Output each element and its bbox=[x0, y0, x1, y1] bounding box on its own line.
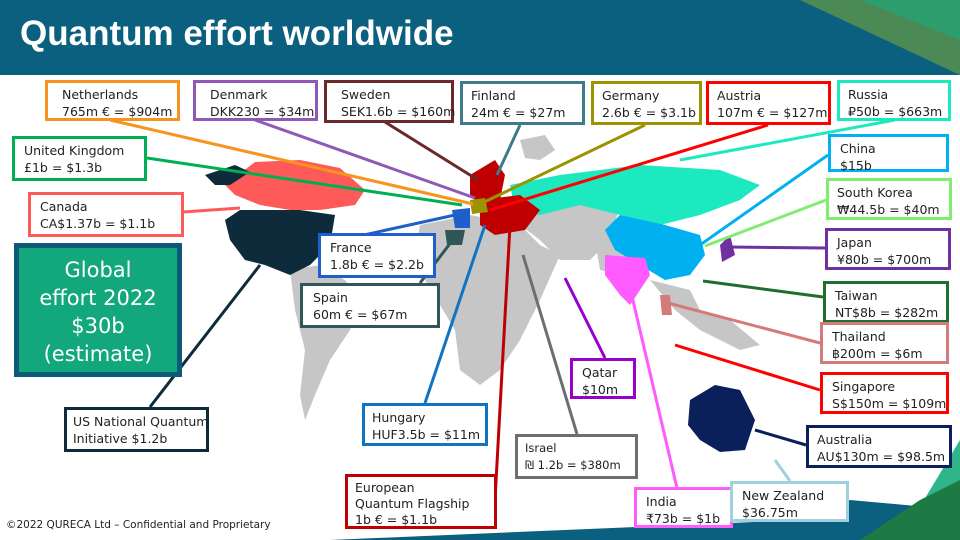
scandinavia-shape bbox=[470, 160, 505, 205]
china-shape bbox=[605, 215, 705, 280]
country-name: Canada bbox=[40, 199, 88, 214]
australia-shape bbox=[688, 385, 755, 452]
country-value: 1.8b € = $2.2b bbox=[330, 257, 424, 272]
country-value: ₩44.5b = $40m bbox=[837, 202, 940, 217]
title-bar: Quantum effort worldwide bbox=[0, 0, 960, 75]
country-box-singapore: Singapore S$150m = $109m bbox=[820, 372, 949, 414]
country-box-canada: Canada CA$1.37b = $1.1b bbox=[28, 192, 184, 237]
global-effort-text: (estimate) bbox=[43, 342, 153, 366]
country-value: ₽50b = $663m bbox=[848, 104, 943, 119]
europe-shape bbox=[480, 195, 540, 235]
country-value: S$150m = $109m bbox=[832, 396, 947, 411]
country-value: £1b = $1.3b bbox=[24, 160, 103, 175]
country-box-germany: Germany 2.6b € = $3.1b bbox=[591, 81, 702, 125]
country-box-united-kingdom: United Kingdom £1b = $1.3b bbox=[12, 136, 147, 181]
country-value: 107m € = $127m bbox=[717, 105, 828, 120]
global-effort-text: Global bbox=[64, 258, 132, 282]
country-name: Taiwan bbox=[835, 288, 878, 303]
copyright-footer: ©2022 QURECA Ltd – Confidential and Prop… bbox=[6, 519, 271, 531]
country-name: Finland bbox=[471, 88, 516, 103]
country-value: Quantum Flagship bbox=[355, 496, 470, 511]
usa-shape bbox=[225, 210, 335, 275]
country-box-india: India ₹73b = $1b bbox=[634, 487, 733, 528]
country-box-usa: US National Quantum Initiative $1.2b bbox=[64, 407, 209, 452]
country-box-austria: Austria 107m € = $127m bbox=[706, 81, 831, 125]
corner-decoration bbox=[860, 0, 960, 40]
country-box-australia: Australia AU$130m = $98.5m bbox=[806, 425, 952, 468]
france-shape bbox=[452, 208, 470, 228]
country-value: $36.75m bbox=[742, 505, 798, 520]
country-name: Denmark bbox=[210, 87, 268, 102]
country-value: SEK1.6b = $160m bbox=[341, 104, 456, 119]
country-value: ฿200m = $6m bbox=[832, 346, 923, 361]
country-name: Japan bbox=[837, 235, 872, 250]
country-value: 2.6b € = $3.1b bbox=[602, 105, 696, 120]
country-box-south-korea: South Korea ₩44.5b = $40m bbox=[826, 178, 952, 220]
country-value: ₪ 1.2b = $380m bbox=[525, 458, 621, 472]
country-value: CA$1.37b = $1.1b bbox=[40, 216, 156, 231]
country-name: China bbox=[840, 141, 876, 156]
country-name: India bbox=[646, 494, 677, 509]
country-value: 1b € = $1.1b bbox=[355, 512, 438, 527]
country-value: Initiative $1.2b bbox=[73, 431, 168, 446]
country-box-china: China $15b bbox=[828, 134, 949, 173]
country-name: New Zealand bbox=[742, 488, 825, 503]
country-name: Singapore bbox=[832, 379, 896, 394]
country-name: Netherlands bbox=[62, 87, 139, 102]
global-effort-text: effort 2022 bbox=[39, 286, 157, 310]
country-box-japan: Japan ¥80b = $700m bbox=[825, 228, 951, 270]
country-name: Sweden bbox=[341, 87, 391, 102]
country-value: $10m bbox=[582, 382, 619, 397]
country-value: HUF3.5b = $11m bbox=[372, 427, 481, 442]
country-name: European bbox=[355, 480, 415, 495]
alaska-shape bbox=[205, 165, 250, 185]
country-box-israel: Israel ₪ 1.2b = $380m bbox=[515, 434, 638, 479]
country-value: DKK230 = $34m bbox=[210, 104, 315, 119]
country-name: United Kingdom bbox=[24, 143, 125, 158]
country-value: ₹73b = $1b bbox=[646, 511, 721, 526]
country-box-hungary: Hungary HUF3.5b = $11m bbox=[362, 403, 488, 446]
country-value: $15b bbox=[840, 158, 872, 173]
country-value: ¥80b = $700m bbox=[837, 252, 932, 267]
global-effort-value: $30b bbox=[71, 314, 125, 338]
country-value: NT$8b = $282m bbox=[835, 305, 939, 320]
connector-lines bbox=[109, 118, 896, 501]
country-name: Qatar bbox=[582, 365, 618, 380]
country-name: Israel bbox=[525, 441, 557, 455]
country-box-spain: Spain 60m € = $67m bbox=[300, 283, 440, 328]
country-box-france: France 1.8b € = $2.2b bbox=[318, 233, 436, 278]
country-name: Russia bbox=[848, 87, 889, 102]
country-name: Spain bbox=[313, 290, 348, 305]
country-box-qatar: Qatar $10m bbox=[570, 358, 636, 399]
country-name: Australia bbox=[817, 432, 873, 447]
country-name: US National Quantum bbox=[73, 414, 209, 429]
country-value: 60m € = $67m bbox=[313, 307, 408, 322]
canada-shape bbox=[225, 160, 365, 210]
thailand-shape bbox=[660, 295, 672, 315]
country-box-sweden: Sweden SEK1.6b = $160m bbox=[324, 80, 456, 123]
country-box-denmark: Denmark DKK230 = $34m bbox=[193, 80, 318, 121]
country-name: France bbox=[330, 240, 372, 255]
country-value: AU$130m = $98.5m bbox=[817, 449, 946, 464]
country-box-new-zealand: New Zealand $36.75m bbox=[730, 481, 849, 522]
country-box-taiwan: Taiwan NT$8b = $282m bbox=[823, 281, 949, 323]
country-name: Thailand bbox=[832, 329, 886, 344]
russia-shape bbox=[510, 165, 760, 225]
country-name: Germany bbox=[602, 88, 660, 103]
country-name: Hungary bbox=[372, 410, 426, 425]
country-box-finland: Finland 24m € = $27m bbox=[460, 81, 585, 125]
corner-decoration bbox=[860, 480, 960, 540]
country-box-russia: Russia ₽50b = $663m bbox=[837, 80, 951, 121]
global-effort-box: Global effort 2022 $30b (estimate) bbox=[14, 243, 182, 377]
country-box-netherlands: Netherlands 765m € = $904m bbox=[45, 80, 180, 121]
country-box-european-flagship: European Quantum Flagship 1b € = $1.1b bbox=[345, 474, 497, 529]
country-name: South Korea bbox=[837, 185, 913, 200]
page-title: Quantum effort worldwide bbox=[20, 14, 454, 53]
country-value: 24m € = $27m bbox=[471, 105, 566, 120]
country-box-thailand: Thailand ฿200m = $6m bbox=[820, 322, 949, 364]
country-value: 765m € = $904m bbox=[62, 104, 173, 119]
corner-decoration bbox=[330, 500, 960, 540]
country-name: Austria bbox=[717, 88, 762, 103]
